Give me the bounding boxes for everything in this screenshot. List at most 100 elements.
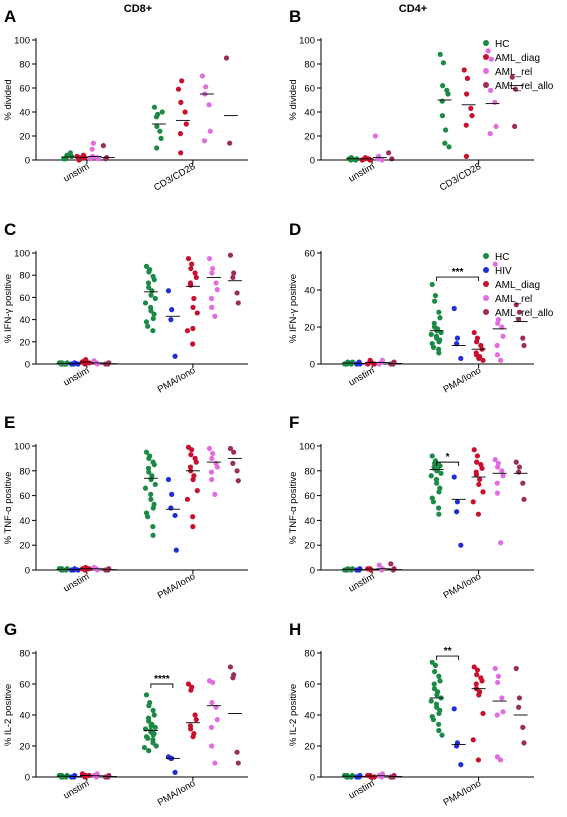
x-tick-label: PMA/Iono <box>441 365 483 395</box>
data-point-hc <box>436 346 442 352</box>
data-point-aml-rel <box>495 673 502 679</box>
y-tick-label: 0 <box>310 156 315 167</box>
data-point-aml-diag <box>184 496 191 502</box>
legend-label-aml-rel: AML_rel <box>495 294 532 305</box>
data-point-aml-rel <box>93 774 100 780</box>
y-tick-label: 100 <box>299 36 315 47</box>
data-point-hc <box>153 114 160 120</box>
data-point-aml-diag <box>471 329 477 336</box>
data-point-aml-rel-allo <box>521 496 527 502</box>
data-point-aml-rel <box>201 138 208 144</box>
data-point-hc <box>148 496 154 502</box>
data-point-hc <box>148 723 154 729</box>
data-point-aml-rel <box>488 56 495 62</box>
y-axis-label: % divided <box>288 79 299 120</box>
data-point-hc <box>154 123 160 129</box>
data-point-aml-rel <box>495 464 501 470</box>
y-tick-label: 100 <box>14 442 30 453</box>
data-point-aml-diag <box>470 737 476 743</box>
y-tick-label: 20 <box>19 541 30 552</box>
panel-a: A 0 20 40 60 80 100 % divided unstim CD3/CD28 <box>3 7 248 194</box>
data-point-aml-rel-allo <box>388 561 394 567</box>
data-point-aml-rel <box>199 73 206 79</box>
legend-label-hc: HC <box>495 252 509 263</box>
y-tick-label: 0 <box>25 156 30 167</box>
data-point-aml-rel-allo <box>520 335 526 341</box>
data-point-hc <box>151 277 157 283</box>
y-tick-label: 40 <box>304 108 315 119</box>
data-point-hc <box>151 712 157 718</box>
data-point-aml-diag <box>464 91 470 97</box>
data-point-hc <box>143 449 150 455</box>
x-tick-label: unstim <box>347 161 377 185</box>
y-axis-label: % IFN-γ positive <box>3 274 14 343</box>
data-point-hc <box>149 288 155 294</box>
data-point-hc <box>143 692 150 698</box>
y-tick-label: 0 <box>25 773 30 784</box>
data-point-aml-diag <box>189 261 195 267</box>
data-point-hiv <box>458 762 464 768</box>
y-tick-label: 60 <box>304 491 315 502</box>
data-point-aml-diag <box>468 105 474 111</box>
data-point-aml-diag <box>480 489 486 495</box>
data-point-aml-rel <box>209 476 215 483</box>
legend-label-aml-rel: AML_rel <box>495 67 532 78</box>
data-point-hc <box>436 673 442 679</box>
data-point-hc <box>349 772 356 779</box>
x-tick-label: PMA/Iono <box>156 571 198 601</box>
data-point-aml-diag <box>367 157 373 163</box>
panel-letter: H <box>289 620 301 639</box>
y-tick-label: 40 <box>19 315 30 326</box>
data-point-aml-rel-allo <box>230 460 236 466</box>
data-point-aml-rel-allo <box>521 342 527 349</box>
y-tick-label: 80 <box>304 60 315 71</box>
data-point-hc <box>64 566 70 572</box>
data-point-hiv <box>454 335 461 341</box>
y-tick-label: 60 <box>304 84 315 95</box>
data-point-hiv <box>454 341 460 347</box>
panel-letter: B <box>289 7 301 26</box>
data-point-aml-rel-allo <box>520 724 526 731</box>
data-point-aml-diag <box>177 131 184 137</box>
data-point-aml-diag <box>183 121 189 127</box>
data-point-aml-rel <box>500 333 506 339</box>
data-point-aml-rel <box>90 140 96 146</box>
y-tick-label: 0 <box>310 566 315 577</box>
data-point-hc <box>429 659 435 665</box>
x-tick-label: PMA/Iono <box>156 778 198 808</box>
data-point-aml-diag <box>76 157 82 163</box>
data-point-hc <box>145 280 152 286</box>
data-point-aml-diag <box>471 447 477 453</box>
y-tick-label: 20 <box>19 132 30 143</box>
data-point-hiv <box>454 499 461 505</box>
y-axis-label: % IL-2 positive <box>3 684 14 746</box>
data-point-hc <box>157 128 163 134</box>
data-point-aml-diag <box>179 78 185 84</box>
data-point-hc <box>151 462 157 468</box>
data-point-hc <box>142 485 149 491</box>
legend-label-aml-rel-allo: AML_rel_allo <box>495 308 554 319</box>
data-point-aml-diag <box>188 452 194 458</box>
data-point-hc <box>64 772 70 779</box>
data-point-aml-rel-allo <box>227 445 234 452</box>
data-point-aml-diag <box>371 774 377 780</box>
data-point-aml-rel <box>212 313 218 319</box>
data-point-hc <box>438 470 444 476</box>
panel-letter: C <box>4 220 16 239</box>
data-point-hiv <box>451 474 457 480</box>
significance-bracket <box>436 655 460 661</box>
data-point-aml-rel <box>487 131 493 137</box>
data-point-aml-rel <box>495 679 501 686</box>
data-point-aml-rel <box>494 342 500 349</box>
data-point-aml-rel <box>203 84 209 90</box>
data-point-hc <box>58 774 64 780</box>
data-point-aml-rel <box>89 146 95 152</box>
y-axis-label: % TNF-α positive <box>288 472 299 545</box>
data-point-hc <box>436 721 442 727</box>
y-tick-label: 20 <box>304 132 315 143</box>
data-point-hiv <box>458 355 464 362</box>
data-point-aml-diag <box>190 476 196 483</box>
data-point-aml-rel-allo <box>521 740 527 746</box>
y-axis-label: % TNF-α positive <box>3 472 14 545</box>
y-tick-label: 60 <box>304 680 315 691</box>
